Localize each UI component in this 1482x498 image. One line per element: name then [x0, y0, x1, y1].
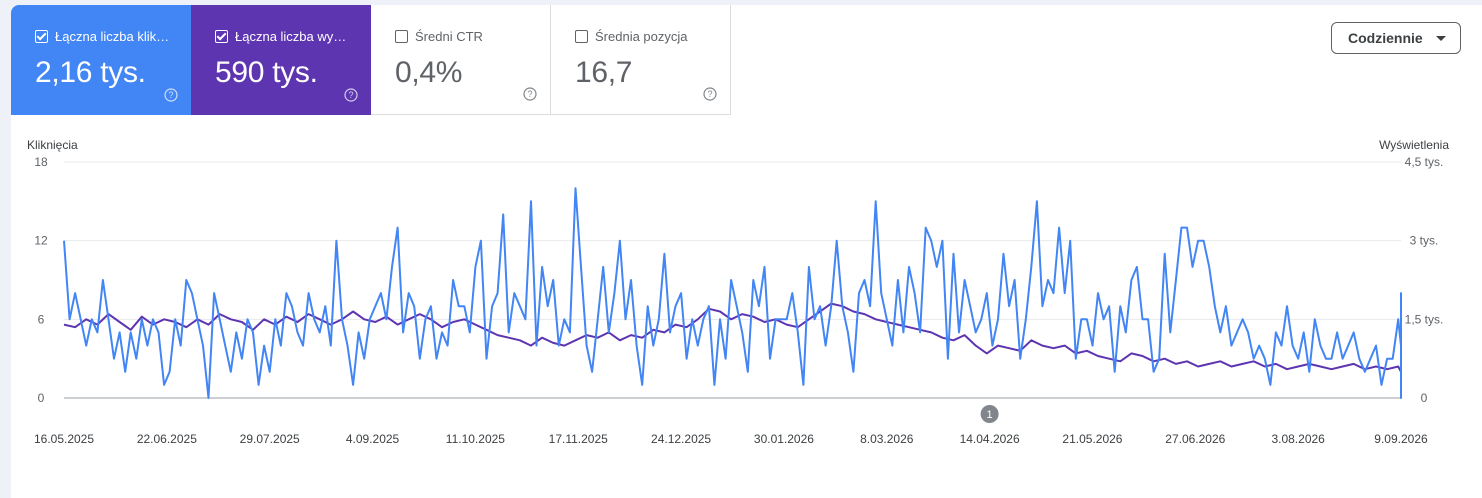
x-tick-label: 14.04.2026 [960, 432, 1020, 446]
metric-card-ctr[interactable]: Średni CTR 0,4% ? [371, 5, 551, 115]
checkbox-checked-icon[interactable] [35, 30, 48, 43]
svg-text:?: ? [348, 90, 353, 100]
y-tick-label-left: 0 [38, 391, 45, 405]
y-tick-label-right: 1,5 tys. [1405, 312, 1444, 326]
y-tick-label-right: 3 tys. [1410, 234, 1439, 248]
metric-value: 590 tys. [215, 56, 318, 89]
y-tick-label-left: 12 [34, 234, 48, 248]
checkbox-unchecked-icon[interactable] [575, 30, 588, 43]
help-circle-icon[interactable]: ? [344, 88, 358, 102]
checkbox-checked-icon[interactable] [215, 30, 228, 43]
y-axis-label-right: Wyświetlenia [1379, 138, 1449, 152]
y-tick-label-right: 0 [1421, 391, 1428, 405]
series-lines [63, 187, 1402, 399]
x-tick-label: 27.06.2026 [1165, 432, 1225, 446]
x-tick-label: 16.05.2025 [34, 432, 94, 446]
svg-text:?: ? [707, 89, 712, 99]
annotation-label: 1 [987, 409, 993, 421]
help-circle-icon[interactable]: ? [703, 87, 717, 101]
y-tick-label-left: 18 [34, 155, 48, 169]
metric-card-clicks[interactable]: Łączna liczba klik… 2,16 tys. ? [11, 5, 191, 115]
y-axis-label-left: Kliknięcia [27, 138, 78, 152]
performance-panel: Łączna liczba klik… 2,16 tys. ? Łączna l… [11, 5, 1482, 498]
metric-card-impressions[interactable]: Łączna liczba wy… 590 tys. ? [191, 5, 371, 115]
x-tick-label: 21.05.2026 [1062, 432, 1122, 446]
annotation-marker [980, 405, 999, 423]
x-tick-label: 4.09.2025 [346, 432, 400, 446]
x-tick-label: 30.01.2026 [754, 432, 814, 446]
x-tick-label: 17.11.2025 [549, 432, 608, 446]
performance-chart[interactable]: Kliknięcia Wyświetlenia 18 4,5 tys. 12 3 ty… [11, 5, 1482, 498]
metric-cards: Łączna liczba klik… 2,16 tys. ? Łączna l… [11, 5, 731, 115]
svg-text:?: ? [527, 89, 532, 99]
x-tick-label: 29.07.2025 [240, 432, 300, 446]
dropdown-label: Codziennie [1348, 30, 1423, 46]
checkbox-unchecked-icon[interactable] [395, 30, 408, 43]
x-tick-label: 22.06.2025 [137, 432, 197, 446]
metric-value: 16,7 [575, 56, 633, 89]
series-line-clicks [63, 187, 1402, 399]
help-circle-icon[interactable]: ? [523, 87, 537, 101]
x-tick-label: 3.08.2026 [1271, 432, 1325, 446]
axis-ticks: 18 4,5 tys. 12 3 tys. 6 1,5 tys. 0 0 16.05.2025 2… [34, 155, 1443, 446]
metric-value: 2,16 tys. [35, 56, 146, 89]
annotation[interactable]: 1 [980, 405, 999, 423]
x-tick-label: 11.10.2025 [446, 432, 505, 446]
help-circle-icon[interactable]: ? [164, 88, 178, 102]
y-tick-label-left: 6 [38, 312, 45, 326]
y-tick-label-right: 4,5 tys. [1405, 155, 1444, 169]
x-tick-label: 8.03.2026 [860, 432, 914, 446]
grid-lines [64, 161, 1401, 399]
caret-down-icon [1436, 36, 1446, 41]
granularity-dropdown[interactable]: Codziennie [1331, 22, 1461, 54]
svg-text:?: ? [168, 90, 173, 100]
series-line-impressions [63, 302, 1402, 373]
metric-card-position[interactable]: Średnia pozycja 16,7 ? [551, 5, 731, 115]
metric-value: 0,4% [395, 56, 463, 89]
x-tick-label: 24.12.2025 [651, 432, 711, 446]
x-tick-label: 9.09.2026 [1374, 432, 1428, 446]
